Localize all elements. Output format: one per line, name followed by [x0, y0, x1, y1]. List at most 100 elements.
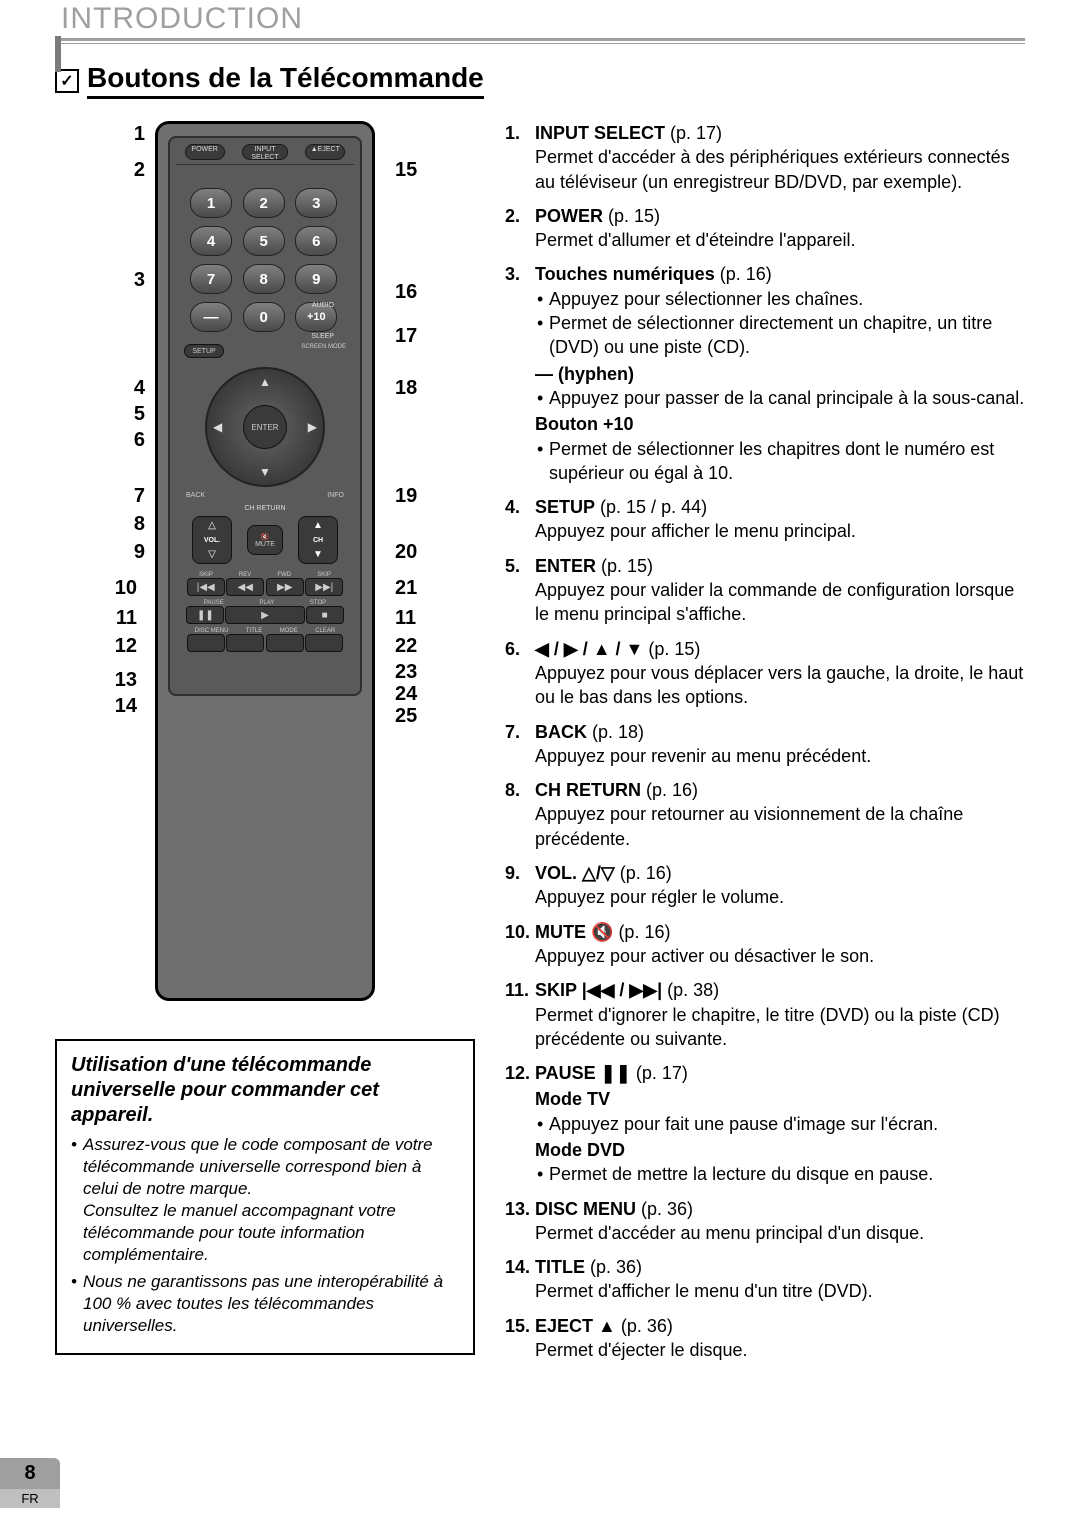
item-number: 1. — [505, 121, 535, 194]
section-header: INTRODUCTION — [55, 2, 1025, 44]
desc-item: 9.VOL. △/▽ (p. 16)Appuyez pour régler le… — [505, 861, 1025, 910]
item-header: SKIP |◀◀ / ▶▶| (p. 38) — [535, 978, 1025, 1002]
item-header: EJECT ▲ (p. 36) — [535, 1314, 1025, 1338]
item-body: DISC MENU (p. 36)Permet d'accéder au men… — [535, 1197, 1025, 1246]
power-button: POWER — [185, 144, 225, 160]
callout-14: 14 — [107, 695, 137, 718]
item-number: 12. — [505, 1061, 535, 1186]
page-title-row: ✓ Boutons de la Télécommande — [55, 62, 1025, 99]
key-3: 3 — [295, 188, 337, 218]
remote-diagram: 1 2 3 4 5 6 7 8 9 10 11 12 13 14 15 16 1… — [55, 121, 475, 1021]
item-body: BACK (p. 18)Appuyez pour revenir au menu… — [535, 720, 1025, 769]
vol-rocker: △VOL.▽ — [192, 516, 232, 564]
item-text: Appuyez pour régler le volume. — [535, 885, 1025, 909]
item-body: SETUP (p. 15 / p. 44)Appuyez pour affich… — [535, 495, 1025, 544]
item-text: Permet d'allumer et d'éteindre l'apparei… — [535, 228, 1025, 252]
item-number: 15. — [505, 1314, 535, 1363]
item-header: ◀ / ▶ / ▲ / ▼ (p. 15) — [535, 637, 1025, 661]
callout-1: 1 — [115, 123, 145, 146]
title-btn — [226, 634, 264, 652]
input-select-button: INPUT SELECT — [242, 144, 288, 160]
callout-9: 9 — [115, 541, 145, 564]
play-btn: ▶ — [225, 606, 305, 624]
item-text: Appuyez pour revenir au menu précédent. — [535, 744, 1025, 768]
item-subhead: — (hyphen) — [535, 362, 1025, 386]
header-accent — [55, 36, 61, 72]
item-text: Permet d'éjecter le disque. — [535, 1338, 1025, 1362]
callout-21: 21 — [395, 577, 425, 600]
item-number: 7. — [505, 720, 535, 769]
item-body: PAUSE ❚❚ (p. 17)Mode TVAppuyez pour fait… — [535, 1061, 1025, 1186]
item-text: Appuyez pour vous déplacer vers la gauch… — [535, 661, 1025, 710]
key-2: 2 — [243, 188, 285, 218]
key-6: 6 — [295, 226, 337, 256]
sleep-label: SLEEP — [176, 333, 354, 340]
callout-18: 18 — [395, 377, 425, 400]
key-4: 4 — [190, 226, 232, 256]
item-text: Appuyez pour retourner au visionnement d… — [535, 802, 1025, 851]
item-number: 10. — [505, 920, 535, 969]
desc-item: 5.ENTER (p. 15)Appuyez pour valider la c… — [505, 554, 1025, 627]
note-title: Utilisation d'une télécommande universel… — [71, 1053, 459, 1128]
fwd: ▶▶ — [266, 578, 304, 596]
callout-8: 8 — [115, 513, 145, 536]
item-body: CH RETURN (p. 16)Appuyez pour retourner … — [535, 778, 1025, 851]
section-name: INTRODUCTION — [61, 2, 1025, 36]
item-header: Touches numériques (p. 16) — [535, 262, 1025, 286]
item-header: DISC MENU (p. 36) — [535, 1197, 1025, 1221]
item-body: ENTER (p. 15)Appuyez pour valider la com… — [535, 554, 1025, 627]
skip-next: ▶▶| — [305, 578, 343, 596]
callout-23: 23 — [395, 661, 425, 684]
info-label: INFO — [327, 492, 344, 499]
item-number: 8. — [505, 778, 535, 851]
remote-body: POWER INPUT SELECT ▲EJECT 1 2 3 4 5 6 7 … — [155, 121, 375, 1001]
mode-btn — [266, 634, 304, 652]
item-header: PAUSE ❚❚ (p. 17) — [535, 1061, 1025, 1085]
callout-10: 10 — [107, 577, 137, 600]
item-header: TITLE (p. 36) — [535, 1255, 1025, 1279]
item-text: Permet d'accéder à des périphériques ext… — [535, 145, 1025, 194]
page-number-tab: 8 FR — [0, 1458, 60, 1508]
callout-11r: 11 — [395, 607, 425, 630]
desc-item: 14.TITLE (p. 36)Permet d'afficher le men… — [505, 1255, 1025, 1304]
back-label: BACK — [186, 492, 205, 499]
skip-prev: |◀◀ — [187, 578, 225, 596]
item-number: 9. — [505, 861, 535, 910]
desc-item: 7.BACK (p. 18)Appuyez pour revenir au me… — [505, 720, 1025, 769]
callout-17: 17 — [395, 325, 425, 348]
callout-19: 19 — [395, 485, 425, 508]
key-9: 9 — [295, 264, 337, 294]
item-sub: Permet de mettre la lecture du disque en… — [549, 1162, 1025, 1186]
button-descriptions: 1.INPUT SELECT (p. 17)Permet d'accéder à… — [505, 121, 1025, 1372]
item-sub: Appuyez pour passer de la canal principa… — [549, 386, 1025, 410]
key-dash: — — [190, 302, 232, 332]
key-5: 5 — [243, 226, 285, 256]
callout-11: 11 — [107, 607, 137, 630]
item-number: 5. — [505, 554, 535, 627]
callout-12: 12 — [107, 635, 137, 658]
item-body: SKIP |◀◀ / ▶▶| (p. 38)Permet d'ignorer l… — [535, 978, 1025, 1051]
page-number: 8 — [0, 1458, 60, 1489]
item-number: 11. — [505, 978, 535, 1051]
item-number: 4. — [505, 495, 535, 544]
item-sub: Appuyez pour fait une pause d'image sur … — [549, 1112, 1025, 1136]
callout-3: 3 — [115, 269, 145, 292]
item-sub: Permet de sélectionner directement un ch… — [549, 311, 1025, 360]
desc-item: 4.SETUP (p. 15 / p. 44)Appuyez pour affi… — [505, 495, 1025, 544]
item-header: SETUP (p. 15 / p. 44) — [535, 495, 1025, 519]
item-text: Appuyez pour afficher le menu principal. — [535, 519, 1025, 543]
ch-rocker: ▲CH▼ — [298, 516, 338, 564]
item-number: 14. — [505, 1255, 535, 1304]
enter-button: ENTER — [243, 405, 287, 449]
pause-btn: ❚❚ — [186, 606, 224, 624]
callout-4: 4 — [115, 377, 145, 400]
rev: ◀◀ — [226, 578, 264, 596]
check-icon: ✓ — [55, 69, 79, 93]
callout-25: 25 — [395, 705, 425, 728]
item-header: CH RETURN (p. 16) — [535, 778, 1025, 802]
eject-button: ▲EJECT — [305, 144, 345, 160]
item-header: BACK (p. 18) — [535, 720, 1025, 744]
item-subhead: Bouton +10 — [535, 412, 1025, 436]
callout-22: 22 — [395, 635, 425, 658]
item-subhead: Mode TV — [535, 1087, 1025, 1111]
